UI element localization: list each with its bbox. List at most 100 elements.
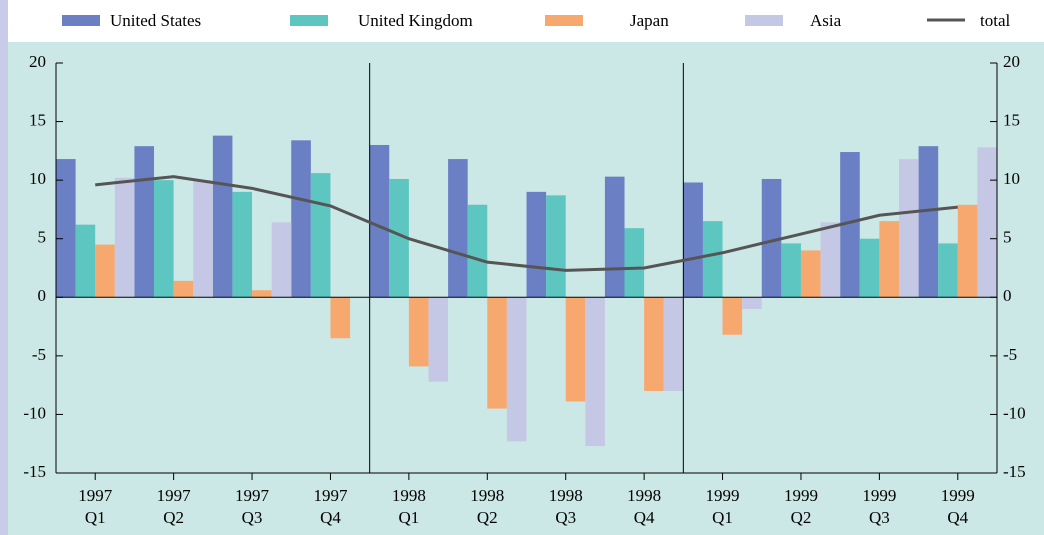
x-tick-label: Q3 [869, 508, 890, 527]
legend-label: United Kingdom [358, 11, 473, 30]
bar [212, 135, 233, 298]
bar [644, 297, 664, 391]
bar [820, 222, 841, 298]
bar [663, 297, 684, 391]
bar [898, 159, 919, 298]
bar [702, 221, 723, 298]
bar [624, 228, 645, 298]
y-tick-label: -10 [23, 403, 46, 422]
y-tick-label: 15 [29, 110, 46, 129]
bar [330, 297, 351, 339]
legend-swatch [62, 15, 100, 26]
bar [918, 146, 939, 298]
bar [742, 297, 762, 309]
bar [95, 244, 115, 298]
legend-label: Asia [810, 11, 842, 30]
x-tick-label: Q2 [477, 508, 498, 527]
x-tick-label: 1999 [862, 486, 896, 505]
legend-swatch [745, 15, 783, 26]
x-tick-label: Q1 [85, 508, 106, 527]
bar [252, 290, 272, 298]
x-tick-label: Q2 [163, 508, 184, 527]
plot [56, 135, 997, 447]
bar [722, 297, 743, 335]
x-tick-label: 1997 [313, 486, 348, 505]
bar [154, 180, 174, 298]
bar [859, 238, 880, 298]
bar [840, 152, 860, 298]
bar [428, 297, 449, 382]
x-tick-label: Q3 [242, 508, 263, 527]
x-tick-label: Q4 [320, 508, 341, 527]
line [95, 175, 958, 272]
x-tick-label: Q4 [947, 508, 968, 527]
bar [114, 177, 135, 298]
x-tick-label: 1998 [470, 486, 504, 505]
bar [957, 204, 978, 298]
bar [448, 159, 468, 298]
y2-tick-label: -10 [1003, 403, 1026, 422]
y2-tick-label: -5 [1003, 345, 1017, 364]
bar [56, 159, 76, 298]
y-tick-label: -15 [23, 462, 46, 481]
x-tick-label: 1997 [78, 486, 113, 505]
x-tick-label: 1999 [784, 486, 818, 505]
bar [467, 204, 488, 298]
y2-tick-label: 15 [1003, 110, 1020, 129]
legend-swatch [545, 15, 583, 26]
x-tick-label: Q1 [398, 508, 419, 527]
x-tick-label: Q1 [712, 508, 733, 527]
bar [938, 243, 958, 298]
bar [389, 178, 409, 298]
y2-tick-label: 5 [1003, 228, 1012, 247]
bar [585, 297, 605, 447]
legend-label: total [980, 11, 1010, 30]
bar [193, 180, 213, 298]
bar [879, 221, 899, 298]
legend-swatch [290, 15, 328, 26]
x-tick-label: 1998 [549, 486, 583, 505]
x-tick-label: Q3 [555, 508, 576, 527]
y-tick-label: -5 [32, 345, 46, 364]
bar [526, 191, 547, 298]
x-tick-label: 1998 [392, 486, 426, 505]
y-tick-label: 5 [38, 228, 47, 247]
bar [408, 297, 429, 367]
bar [75, 224, 96, 298]
bar [232, 191, 253, 298]
x-tick-label: 1999 [941, 486, 975, 505]
bar [977, 147, 997, 298]
bar [487, 297, 507, 409]
y2-tick-label: 10 [1003, 169, 1020, 188]
x-tick-label: 1997 [235, 486, 270, 505]
x-tick-label: Q2 [791, 508, 812, 527]
y-tick-label: 10 [29, 169, 46, 188]
y-tick-label: 0 [38, 286, 47, 305]
bar [800, 250, 821, 298]
bar [761, 178, 782, 298]
legend-label: Japan [630, 11, 669, 30]
bar [310, 173, 331, 298]
y2-tick-label: -15 [1003, 462, 1026, 481]
bar [291, 140, 311, 298]
bar [565, 297, 586, 402]
bar [271, 222, 292, 298]
x-tick-label: 1998 [627, 486, 661, 505]
y-tick-label: 20 [29, 52, 46, 71]
y2-tick-label: 20 [1003, 52, 1020, 71]
bar [683, 182, 703, 298]
left-strip [0, 0, 8, 535]
bar [781, 243, 801, 298]
x-tick-label: 1999 [706, 486, 740, 505]
bar [604, 176, 625, 298]
y2-tick-label: 0 [1003, 286, 1012, 305]
x-tick-label: Q4 [634, 508, 655, 527]
bar [173, 280, 194, 298]
bar [369, 145, 390, 298]
legend-label: United States [110, 11, 201, 30]
bar [506, 297, 527, 442]
bar [546, 195, 566, 298]
x-tick-label: 1997 [157, 486, 192, 505]
bar [134, 146, 155, 298]
